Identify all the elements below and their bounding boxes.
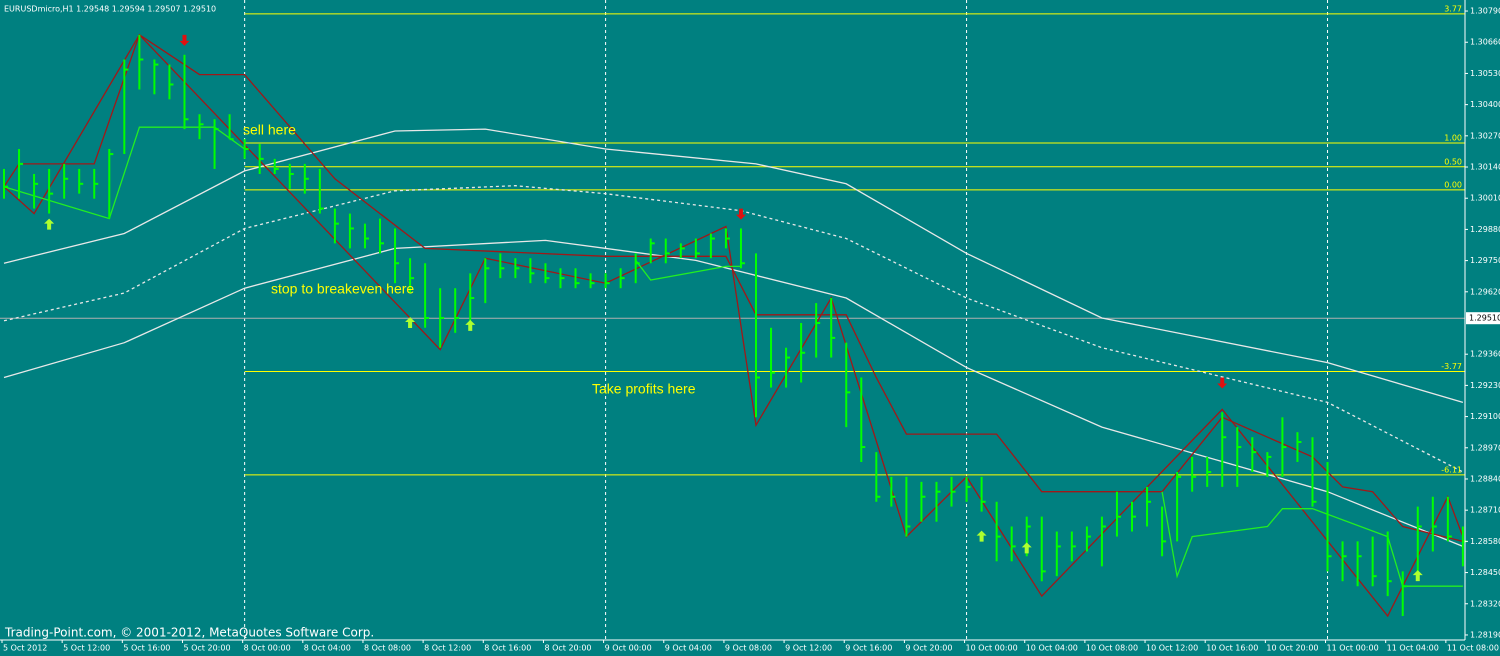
y-tick-label: 1.29100 <box>1470 412 1500 421</box>
y-tick-label: 1.29750 <box>1470 256 1500 265</box>
x-tick-label: 11 Oct 04:00 <box>1387 644 1439 653</box>
x-tick-label: 5 Oct 2012 <box>3 644 47 653</box>
x-tick-label: 9 Oct 20:00 <box>905 644 952 653</box>
indicator-line <box>3 126 245 220</box>
annotation: sell here <box>243 122 296 138</box>
x-tick-label: 5 Oct 16:00 <box>123 644 170 653</box>
x-tick-label: 9 Oct 08:00 <box>725 644 772 653</box>
y-tick-label: 1.28710 <box>1470 506 1500 515</box>
y-tick-label: 1.30010 <box>1470 194 1500 203</box>
y-tick-label: 1.30530 <box>1470 69 1500 78</box>
grid <box>0 0 1465 640</box>
y-tick-label: 1.28190 <box>1470 630 1500 639</box>
x-tick-label: 11 Oct 00:00 <box>1327 644 1379 653</box>
x-tick-label: 9 Oct 12:00 <box>785 644 832 653</box>
indicator-line <box>3 33 1464 618</box>
y-tick-label: 1.28580 <box>1470 537 1500 546</box>
level-label: 1.00 <box>1444 134 1462 143</box>
level-label: 0.00 <box>1444 180 1462 189</box>
y-tick-label: 1.30140 <box>1470 163 1500 172</box>
y-tick-label: 1.30790 <box>1470 7 1500 16</box>
arrow-up <box>465 319 476 331</box>
x-tick-label: 10 Oct 04:00 <box>1026 644 1078 653</box>
x-tick-label: 5 Oct 12:00 <box>63 644 110 653</box>
x-tick-label: 8 Oct 16:00 <box>484 644 531 653</box>
current-price-label: 1.29510 <box>1469 314 1500 323</box>
plot <box>3 33 1467 618</box>
x-tick-label: 5 Oct 20:00 <box>183 644 230 653</box>
current-price-box <box>1466 312 1500 325</box>
y-tick-label: 1.28970 <box>1470 443 1500 452</box>
arrow-up <box>976 530 987 542</box>
footer: Trading-Point.com, © 2001-2012, MetaQuot… <box>4 626 374 640</box>
y-tick-label: 1.28320 <box>1470 599 1500 608</box>
x-tick-label: 8 Oct 20:00 <box>544 644 591 653</box>
arrow-up <box>405 316 416 328</box>
arrow-up <box>44 218 55 230</box>
x-tick-label: 9 Oct 16:00 <box>845 644 892 653</box>
indicator-line <box>3 185 1464 473</box>
x-tick-label: 8 Oct 08:00 <box>364 644 411 653</box>
y-tick-label: 1.29360 <box>1470 350 1500 359</box>
arrow-down <box>179 34 190 46</box>
y-tick-label: 1.29620 <box>1470 287 1500 296</box>
indicator-line <box>1161 491 1463 587</box>
level-label: -3.77 <box>1441 362 1462 371</box>
y-tick-label: 1.29880 <box>1470 225 1500 234</box>
header: EURUSDmicro,H1 1.29548 1.29594 1.29507 1… <box>4 5 216 14</box>
x-tick-label: 8 Oct 04:00 <box>304 644 351 653</box>
y-tick-label: 1.28840 <box>1470 474 1500 483</box>
x-tick-label: 8 Oct 12:00 <box>424 644 471 653</box>
y-tick-label: 1.29230 <box>1470 381 1500 390</box>
indicator-line <box>3 128 1464 404</box>
x-tick-label: 9 Oct 04:00 <box>665 644 712 653</box>
y-tick-label: 1.30400 <box>1470 100 1500 109</box>
level-label: 0.50 <box>1444 157 1462 166</box>
arrow-up <box>1412 570 1423 582</box>
x-tick-label: 10 Oct 00:00 <box>966 644 1018 653</box>
arrow-down <box>1217 377 1228 389</box>
y-tick-label: 1.30270 <box>1470 131 1500 140</box>
x-tick-label: 8 Oct 00:00 <box>244 644 291 653</box>
indicator-line <box>3 33 1464 543</box>
x-tick-label: 11 Oct 08:00 <box>1447 644 1499 653</box>
x-tick-label: 10 Oct 20:00 <box>1266 644 1318 653</box>
x-tick-label: 10 Oct 12:00 <box>1146 644 1198 653</box>
arrow-up <box>1021 542 1032 554</box>
x-tick-label: 10 Oct 08:00 <box>1086 644 1138 653</box>
annotation: stop to breakeven here <box>271 281 414 297</box>
indicator-line <box>635 260 741 281</box>
y-tick-label: 1.28450 <box>1470 568 1500 577</box>
annotation: Take profits here <box>592 381 696 397</box>
level-label: -6.11 <box>1441 465 1462 474</box>
arrow-down <box>735 208 746 220</box>
indicator-line <box>3 239 1464 548</box>
level-label: 3.77 <box>1444 4 1462 13</box>
x-tick-label: 10 Oct 16:00 <box>1206 644 1258 653</box>
x-tick-label: 9 Oct 00:00 <box>605 644 652 653</box>
y-tick-label: 1.30660 <box>1470 38 1500 47</box>
